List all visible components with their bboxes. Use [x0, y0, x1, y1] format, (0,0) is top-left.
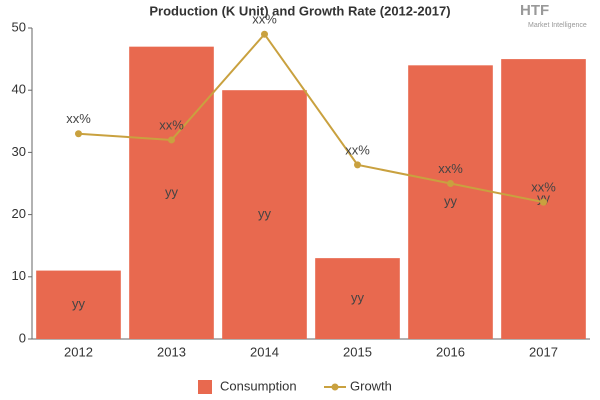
- legend-label: Growth: [350, 378, 392, 393]
- bar: [129, 46, 214, 339]
- bar-value-label: yy: [72, 296, 86, 311]
- y-tick-label: 30: [12, 144, 26, 159]
- x-tick-label: 2015: [343, 344, 372, 359]
- y-tick-label: 0: [19, 330, 26, 345]
- bar-value-label: yy: [258, 206, 272, 221]
- bar-value-label: yy: [444, 194, 458, 209]
- y-tick-label: 10: [12, 268, 26, 283]
- line: [78, 32, 544, 204]
- x-tick-label: 2014: [250, 344, 279, 359]
- line-point: [261, 30, 268, 38]
- legend-swatch: [198, 380, 212, 394]
- bar: [408, 65, 493, 339]
- chart-title: Production (K Unit) and Growth Rate (201…: [149, 3, 450, 18]
- logo-subtitle: Market Intelligence: [528, 22, 587, 29]
- legend-label: Consumption: [220, 378, 297, 393]
- logo-text: HTF: [520, 2, 549, 19]
- y-tick-label: 20: [12, 206, 26, 221]
- bar: [222, 90, 307, 339]
- line-point: [75, 130, 82, 138]
- line-value-label: xx%: [252, 12, 277, 27]
- legend-swatch: [331, 383, 339, 391]
- bar: [315, 258, 400, 339]
- x-tick-label: 2017: [529, 344, 558, 359]
- line-point: [447, 180, 454, 187]
- y-tick-label: 50: [12, 19, 26, 34]
- line-point: [354, 161, 361, 169]
- x-tick-label: 2013: [157, 344, 186, 359]
- bar-value-label: yy: [351, 290, 365, 305]
- line-value-label: xx%: [159, 117, 184, 132]
- line-value-label: xx%: [345, 142, 370, 157]
- y-tick-label: 40: [12, 82, 26, 97]
- line-value-label: xx%: [531, 180, 556, 195]
- line-point: [540, 198, 547, 206]
- line-value-label: xx%: [438, 161, 463, 176]
- x-tick-label: 2016: [436, 344, 465, 359]
- line-value-label: xx%: [66, 111, 91, 126]
- x-tick-label: 2012: [64, 344, 93, 359]
- line-point: [168, 136, 175, 144]
- bar-value-label: yy: [165, 184, 179, 199]
- bar: [36, 270, 121, 339]
